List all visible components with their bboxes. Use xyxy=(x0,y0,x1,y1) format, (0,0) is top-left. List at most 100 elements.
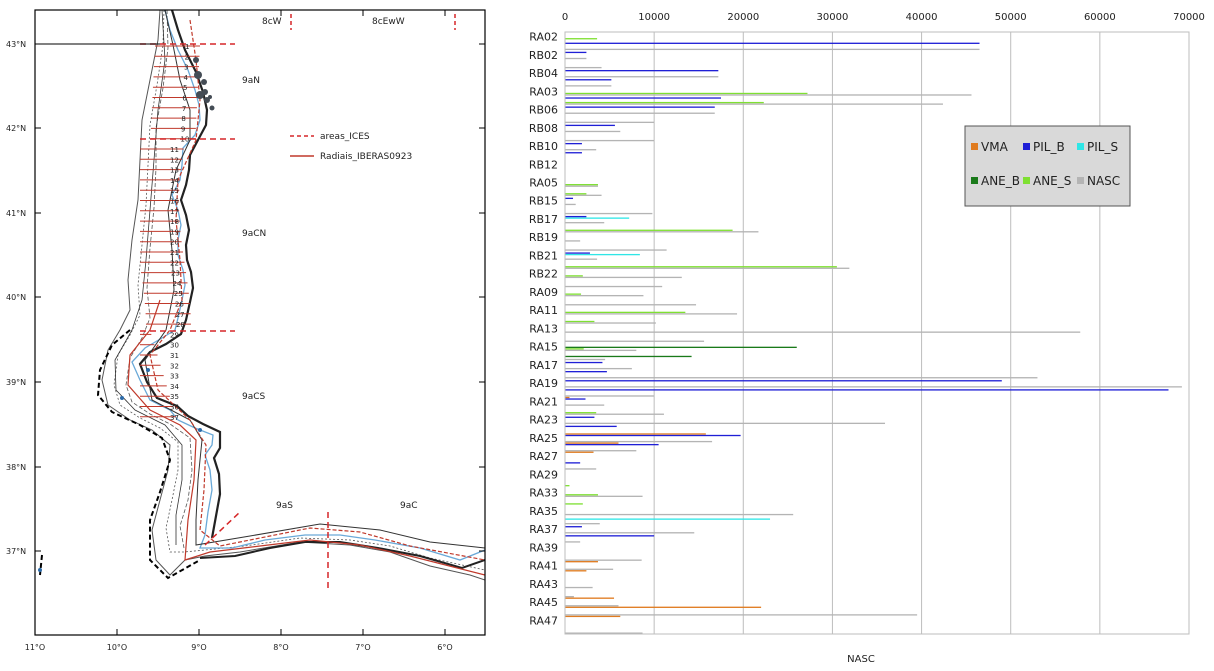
y-category-label: RA47 xyxy=(529,614,558,627)
bar-nasc xyxy=(565,440,713,443)
area-label-9as: 9aS xyxy=(276,501,293,511)
y-category-label: RA25 xyxy=(529,432,558,445)
area-label-9an: 9aN xyxy=(242,76,260,86)
bar-vma xyxy=(565,442,619,444)
legend-swatch xyxy=(1077,143,1084,150)
bar-nasc xyxy=(565,532,695,534)
radial-number: 25 xyxy=(174,290,183,298)
bar-pil-b xyxy=(565,51,587,54)
bar-nasc xyxy=(565,103,943,105)
rias-islands xyxy=(193,57,215,111)
contour-black-dashed-2 xyxy=(39,554,43,576)
bar-nasc xyxy=(565,185,598,187)
bar-nasc xyxy=(565,358,606,361)
bar-pil-b xyxy=(565,462,581,464)
bar-vma xyxy=(565,451,594,453)
bar-pil-b xyxy=(565,535,655,537)
bar-nasc xyxy=(565,66,602,69)
radial-number: 23 xyxy=(171,270,180,278)
lat-label: 42°N xyxy=(6,124,26,133)
legend-box xyxy=(964,125,1131,207)
bar-nasc xyxy=(565,367,632,370)
bar-nasc xyxy=(565,57,587,60)
radial-number: 29 xyxy=(170,331,179,339)
bar-ane-b xyxy=(565,346,797,349)
area-label-9acs: 9aCS xyxy=(242,392,266,402)
bar-nasc xyxy=(565,212,653,215)
bar-pil-s xyxy=(565,253,640,256)
radial-number: 9 xyxy=(181,125,185,133)
radial-number: 14 xyxy=(170,177,179,185)
y-category-label: RA05 xyxy=(529,177,558,190)
bar-nasc xyxy=(565,85,612,87)
lat-label: 38°N xyxy=(6,463,26,472)
bar-pil-b xyxy=(565,416,595,418)
bar-pil-b xyxy=(565,97,721,99)
y-category-label: RB02 xyxy=(529,49,558,62)
radial-number: 37 xyxy=(170,414,179,422)
bar-nasc xyxy=(565,632,643,634)
bar-nasc xyxy=(565,294,644,297)
x-axis-title: NASC xyxy=(847,654,875,665)
bar-nasc xyxy=(565,395,655,397)
bar-pil-b xyxy=(565,124,615,127)
contour-dark xyxy=(144,10,485,549)
bar-nasc xyxy=(565,48,980,51)
radial-number: 20 xyxy=(170,239,179,247)
bar-nasc xyxy=(565,422,886,425)
legend-swatch xyxy=(1077,177,1084,184)
bar-nasc xyxy=(565,322,656,324)
radial-number: 22 xyxy=(170,259,179,267)
lat-label: 37°N xyxy=(6,547,26,556)
radial-number: 18 xyxy=(170,218,179,226)
bar-pil-s xyxy=(565,518,771,520)
bar-nasc xyxy=(565,149,597,151)
bar-ane-s xyxy=(565,101,764,104)
y-category-label: RA19 xyxy=(529,377,558,390)
radial-number: 17 xyxy=(170,208,179,216)
plot-frame xyxy=(564,31,1190,635)
bar-nasc xyxy=(565,313,738,315)
area-label-9ac: 9aC xyxy=(400,501,418,511)
legend-ices-label: areas_ICES xyxy=(320,132,370,142)
y-category-label: RA33 xyxy=(529,487,558,500)
lon-label: 6°O xyxy=(437,643,452,652)
bar-ane-s xyxy=(565,348,584,350)
bar-ane-s xyxy=(565,275,583,277)
legend-label: VMA xyxy=(981,140,1009,154)
bar-pil-b xyxy=(565,361,603,364)
bar-pil-b xyxy=(565,389,1169,391)
legend-label: NASC xyxy=(1087,174,1120,188)
bar-nasc xyxy=(565,194,602,196)
y-category-label: RA43 xyxy=(529,578,558,591)
map-frame xyxy=(34,9,486,636)
y-category-label: RA15 xyxy=(529,341,558,354)
bar-nasc xyxy=(565,276,682,279)
bar-pil-b xyxy=(565,443,659,446)
chart-x-ticks: 0 10000 20000 30000 40000 50000 60000 70000 xyxy=(562,12,1205,23)
bar-nasc xyxy=(565,523,600,525)
radial-number: 32 xyxy=(170,362,179,370)
radial-number: 26 xyxy=(175,301,184,309)
radial-number: 12 xyxy=(170,156,179,164)
x-tick-label: 20000 xyxy=(727,12,759,23)
bar-nasc xyxy=(565,340,705,342)
y-category-label: RB08 xyxy=(529,122,558,135)
radial-number: 8 xyxy=(181,115,185,123)
bar-nasc xyxy=(565,203,576,206)
land-outline xyxy=(138,10,222,539)
y-category-label: RA21 xyxy=(529,395,558,408)
area-label-9acn: 9aCN xyxy=(242,229,266,239)
area-label-8cewww: 8cEwW xyxy=(372,17,405,27)
bar-nasc xyxy=(565,586,593,589)
bar-nasc xyxy=(565,513,794,516)
radial-number: 13 xyxy=(170,167,179,175)
y-category-label: RA09 xyxy=(529,286,558,299)
bar-vma xyxy=(565,597,615,599)
bar-nasc xyxy=(565,413,664,415)
legend-swatch xyxy=(971,143,978,150)
bar-nasc xyxy=(565,495,643,497)
y-category-label: RB15 xyxy=(529,195,558,208)
survey-map: 1234567891011121314151617181920212223242… xyxy=(0,0,490,667)
legend-swatch xyxy=(971,177,978,184)
